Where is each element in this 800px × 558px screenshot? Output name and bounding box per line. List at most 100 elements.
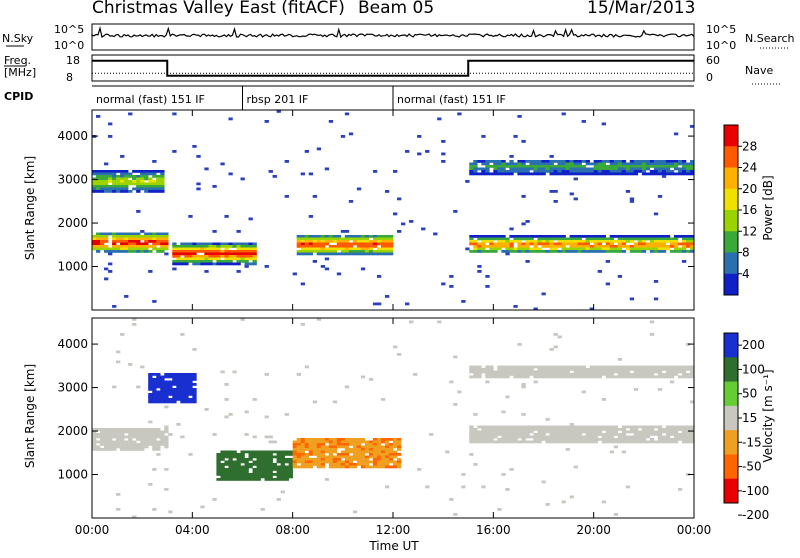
heatmap-cell: [260, 473, 265, 476]
heatmap-cell: [372, 463, 378, 466]
heatmap-cell: [681, 368, 687, 371]
heatmap-cell: [284, 453, 289, 456]
heatmap-cell: [108, 122, 113, 126]
heatmap-cell: [288, 473, 293, 476]
heatmap-cell: [184, 395, 189, 399]
heatmap-cell: [256, 468, 261, 471]
heatmap-cell: [609, 172, 615, 176]
heatmap-cell: [168, 383, 173, 386]
heatmap-cell: [509, 430, 514, 434]
heatmap-cell: [533, 370, 538, 374]
heatmap-cell: [368, 443, 374, 446]
heatmap-cell: [248, 242, 253, 246]
heatmap-cell: [537, 370, 542, 374]
heatmap-cell: [689, 400, 695, 404]
heatmap-cell: [565, 237, 570, 241]
heatmap-cell: [469, 167, 474, 171]
heatmap-cell: [340, 230, 346, 233]
heatmap-cell: [296, 237, 301, 241]
heatmap-cell: [553, 167, 558, 171]
heatmap-cell: [324, 252, 330, 256]
heatmap-cell: [188, 388, 193, 391]
heatmap-cell: [220, 453, 225, 456]
heatmap-cell: [344, 458, 350, 461]
heatmap-cell: [124, 240, 129, 243]
heatmap-cell: [533, 425, 538, 429]
heatmap-cell: [228, 260, 233, 263]
heatmap-cell: [304, 448, 310, 451]
heatmap-cell: [272, 478, 277, 481]
heatmap-cell: [316, 240, 322, 243]
heatmap-cell: [553, 170, 558, 173]
heatmap-cell: [204, 252, 209, 256]
heatmap-cell: [300, 242, 305, 246]
heatmap-cell: [689, 245, 695, 248]
heatmap-cell: [417, 468, 422, 471]
heatmap-cell: [601, 165, 606, 168]
heatmap-cell: [585, 435, 590, 439]
heatmap-cell: [657, 170, 663, 173]
heatmap-cell: [148, 438, 153, 441]
heatmap-cell: [236, 250, 241, 253]
heatmap-cell: [108, 443, 113, 446]
heatmap-cell: [192, 393, 197, 396]
heatmap-cell: [545, 418, 550, 421]
heatmap-cell: [549, 433, 554, 436]
heatmap-cell: [176, 383, 181, 386]
heatmap-cell: [649, 247, 655, 251]
heatmap-cell: [621, 237, 627, 241]
heatmap-cell: [316, 318, 322, 321]
heatmap-cell: [116, 433, 121, 436]
heatmap-cell: [653, 370, 659, 374]
heatmap-cell: [609, 162, 615, 166]
heatmap-cell: [481, 245, 486, 248]
heatmap-cell: [609, 428, 615, 431]
heatmap-cell: [493, 247, 498, 251]
heatmap-cell: [124, 172, 129, 176]
heatmap-cell: [360, 252, 366, 256]
heatmap-cell: [156, 398, 161, 401]
heatmap-cell: [549, 250, 554, 253]
heatmap-cell: [128, 245, 133, 248]
heatmap-cell: [621, 435, 627, 439]
heatmap-cell: [192, 260, 197, 263]
heatmap-cell: [545, 370, 550, 374]
heatmap-cell: [380, 250, 386, 253]
heatmap-cell: [160, 190, 165, 193]
heatmap-cell: [449, 275, 454, 278]
heatmap-cell: [196, 260, 201, 263]
heatmap-cell: [216, 255, 221, 258]
heatmap-cell: [96, 435, 101, 439]
heatmap-cell: [589, 167, 594, 171]
heatmap-cell: [208, 245, 213, 248]
heatmap-cell: [593, 170, 598, 173]
heatmap-cell: [485, 167, 490, 171]
heatmap-cell: [112, 385, 117, 389]
heatmap-cell: [152, 378, 157, 381]
heatmap-cell: [92, 443, 97, 446]
heatmap-cell: [108, 252, 113, 256]
heatmap-cell: [304, 242, 310, 246]
heatmap-cell: [156, 443, 161, 446]
heatmap-cell: [465, 247, 470, 251]
heatmap-cell: [144, 182, 149, 186]
colorbar-swatch: [724, 125, 738, 147]
heatmap-cell: [605, 167, 611, 171]
heatmap-cell: [605, 170, 611, 173]
heatmap-cell: [332, 445, 338, 449]
heatmap-cell: [557, 162, 562, 166]
heatmap-cell: [364, 245, 370, 248]
heatmap-cell: [673, 167, 679, 171]
heatmap-cell: [144, 443, 149, 446]
heatmap-cell: [324, 448, 330, 451]
heatmap-cell: [160, 232, 165, 236]
heatmap-cell: [393, 455, 398, 459]
heatmap-cell: [104, 190, 109, 193]
heatmap-cell: [100, 237, 105, 241]
heatmap-cell: [661, 365, 667, 369]
heatmap-cell: [553, 242, 558, 246]
power-y-label: Slant Range [km]: [23, 156, 37, 260]
heatmap-cell: [409, 220, 414, 223]
heatmap-cell: [649, 250, 655, 253]
heatmap-cell: [621, 235, 627, 238]
